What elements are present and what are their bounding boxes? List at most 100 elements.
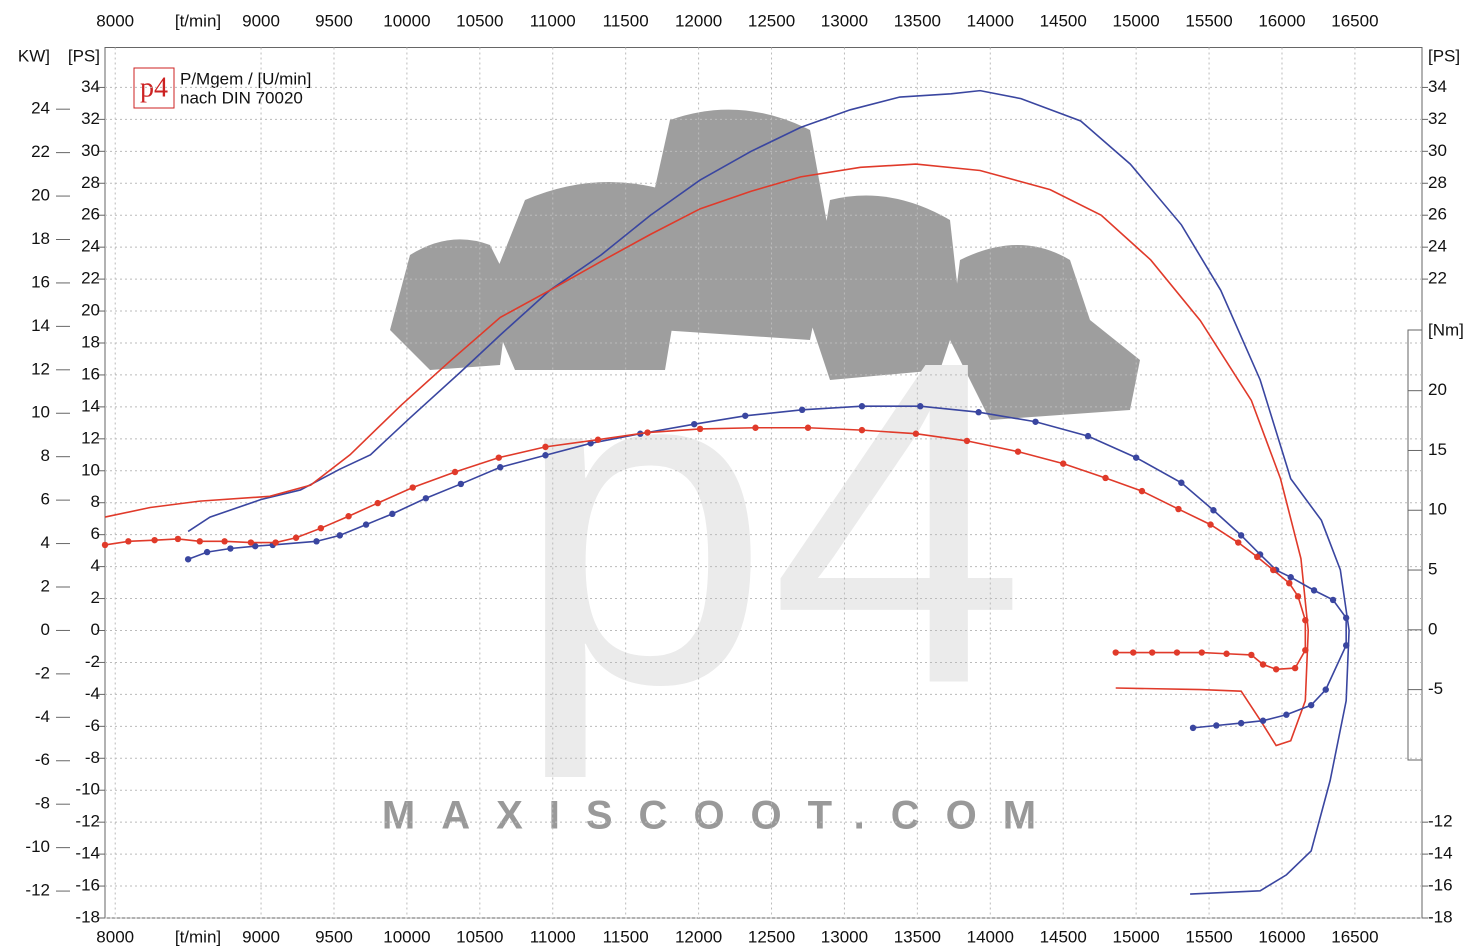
point — [1213, 722, 1219, 728]
y-ps-tick-label: 32 — [81, 109, 100, 128]
point — [1254, 554, 1260, 560]
point — [410, 484, 416, 490]
point — [345, 513, 351, 519]
y-right-ps-tick-label: -12 — [1428, 812, 1453, 831]
x-tick-label: 13500 — [894, 927, 941, 946]
point — [1085, 433, 1091, 439]
x-tick-label: 16000 — [1258, 927, 1305, 946]
x-tick-label: 14000 — [967, 11, 1014, 30]
y-ps-tick-label: 28 — [81, 173, 100, 192]
point — [452, 469, 458, 475]
x-tick-label: 12500 — [748, 927, 795, 946]
point — [644, 429, 650, 435]
y-kw-tick-label: 22 — [31, 142, 50, 161]
y-ps-tick-label: 26 — [81, 205, 100, 224]
x-tick-label: 16000 — [1258, 11, 1305, 30]
point — [975, 409, 981, 415]
y-ps-tick-label: 24 — [81, 237, 100, 256]
point — [363, 521, 369, 527]
watermark: MAXISCOOT.COM — [382, 794, 1062, 838]
point — [272, 539, 278, 545]
point — [1113, 649, 1119, 655]
point — [248, 539, 254, 545]
point — [1248, 652, 1254, 658]
y-ps-tick-label: -18 — [75, 907, 100, 926]
point — [859, 427, 865, 433]
point — [389, 511, 395, 517]
point — [1302, 647, 1308, 653]
point — [742, 413, 748, 419]
y2-label: [Nm] — [1428, 320, 1464, 339]
point — [1032, 419, 1038, 425]
y-kw-tick-label: 14 — [31, 316, 50, 335]
y-ps-tick-label: -2 — [85, 652, 100, 671]
x-unit: [t/min] — [175, 11, 221, 30]
y-kw-tick-label: 24 — [31, 99, 50, 118]
x-tick-label: 14000 — [967, 927, 1014, 946]
chart: p4 MAXISCOOT.COM p4 P/Mgem / [U/min] nac… — [0, 0, 1473, 949]
point — [1223, 651, 1229, 657]
y-ps-tick-label: -8 — [85, 748, 100, 767]
y-kw-tick-label: -4 — [35, 707, 50, 726]
x-tick-label: 8000 — [96, 11, 134, 30]
y-ps-tick-label: 10 — [81, 460, 100, 479]
point — [1102, 475, 1108, 481]
point — [1238, 720, 1244, 726]
x-tick-label: 8000 — [96, 927, 134, 946]
x-tick-label: 15000 — [1112, 927, 1159, 946]
point — [1190, 725, 1196, 731]
y2-tick-label: 5 — [1428, 560, 1437, 579]
x-unit: [t/min] — [175, 927, 221, 946]
y-ps-tick-label: -6 — [85, 716, 100, 735]
x-tick-label: 12000 — [675, 927, 722, 946]
y-right-ps-tick-label: 34 — [1428, 77, 1447, 96]
point — [125, 538, 131, 544]
y-kw-tick-label: 4 — [41, 533, 50, 552]
y-right-ps-label: [PS] — [1428, 46, 1460, 65]
y-ps-tick-label: 20 — [81, 301, 100, 320]
x-tick-label: 16500 — [1331, 11, 1378, 30]
y-right-ps-tick-label: 32 — [1428, 109, 1447, 128]
point — [1015, 448, 1021, 454]
point — [197, 538, 203, 544]
y-kw-tick-label: 20 — [31, 186, 50, 205]
x-tick-label: 14500 — [1040, 11, 1087, 30]
point — [375, 500, 381, 506]
y2-tick-label: 15 — [1428, 440, 1447, 459]
point — [752, 425, 758, 431]
point — [1343, 615, 1349, 621]
point — [151, 537, 157, 543]
point — [1292, 665, 1298, 671]
point — [1288, 574, 1294, 580]
y-right-ps-tick-label: -18 — [1428, 907, 1453, 926]
y-kw-tick-label: 16 — [31, 272, 50, 291]
point — [1139, 488, 1145, 494]
y-right-ps-tick-label: 22 — [1428, 269, 1447, 288]
point — [1330, 597, 1336, 603]
point — [313, 538, 319, 544]
point — [1311, 587, 1317, 593]
point — [204, 549, 210, 555]
point — [497, 464, 503, 470]
point — [799, 407, 805, 413]
y-kw-tick-label: 6 — [41, 490, 50, 509]
y-ps-tick-label: 2 — [91, 588, 100, 607]
x-tick-label: 15000 — [1112, 11, 1159, 30]
x-tick-label: 16500 — [1331, 927, 1378, 946]
y-ps-tick-label: 16 — [81, 364, 100, 383]
y-kw-tick-label: 8 — [41, 446, 50, 465]
point — [1174, 649, 1180, 655]
y-ps-tick-label: 30 — [81, 141, 100, 160]
point — [1308, 702, 1314, 708]
point — [293, 535, 299, 541]
x-tick-label: 10500 — [456, 11, 503, 30]
point — [1302, 617, 1308, 623]
point — [1343, 642, 1349, 648]
point — [1286, 580, 1292, 586]
point — [917, 403, 923, 409]
y2-tick-label: 10 — [1428, 500, 1447, 519]
point — [1238, 532, 1244, 538]
point — [1133, 454, 1139, 460]
point — [913, 431, 919, 437]
point — [102, 542, 108, 548]
